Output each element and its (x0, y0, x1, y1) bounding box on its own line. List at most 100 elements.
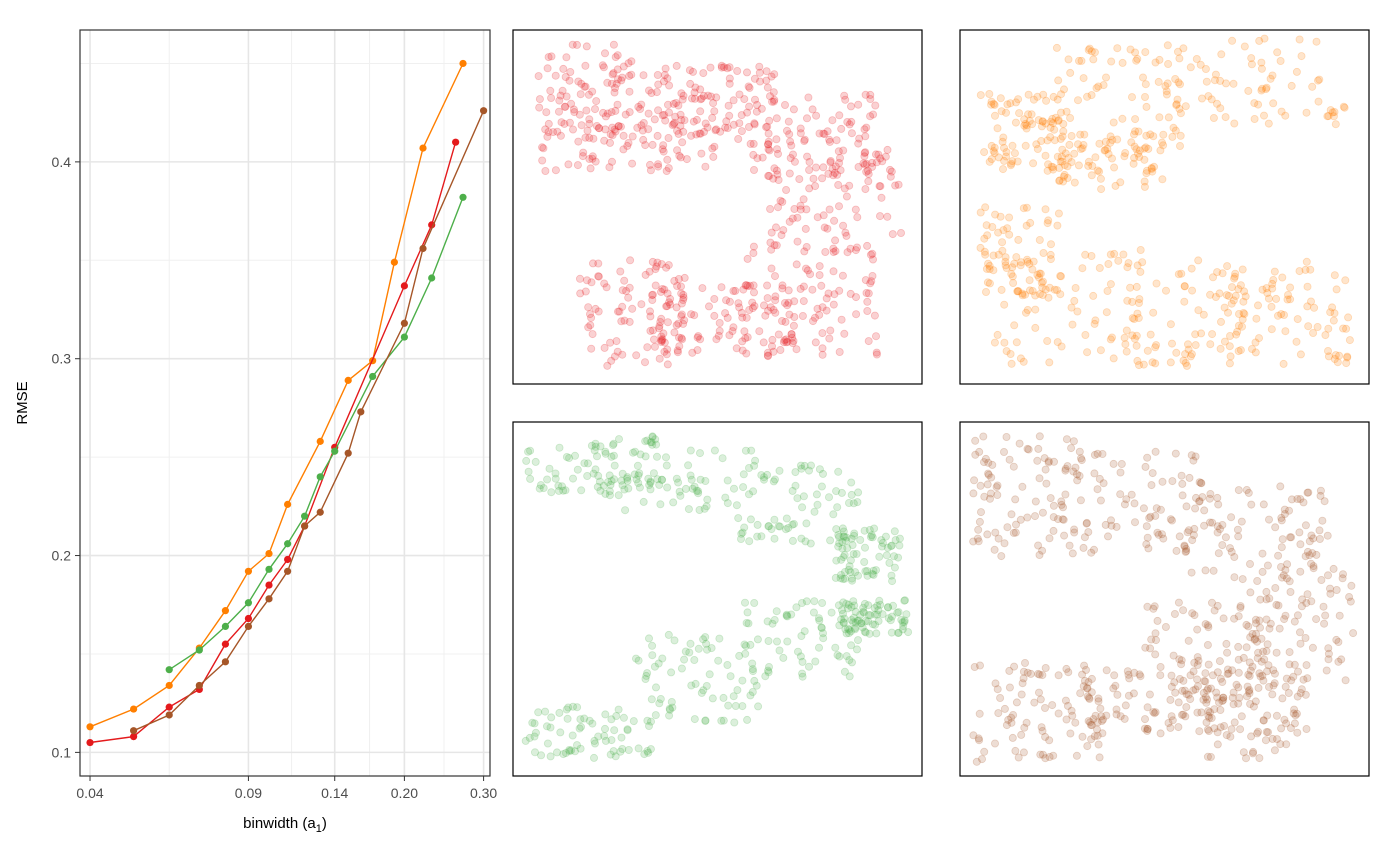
scatter-point (1070, 525, 1079, 534)
scatter-point (1117, 459, 1126, 468)
scatter-point (798, 672, 807, 681)
scatter-point (610, 352, 619, 361)
scatter-point (1099, 479, 1108, 488)
scatter-point (1041, 205, 1050, 214)
scatter-point (1050, 125, 1059, 134)
scatter-point (1151, 359, 1160, 368)
scatter-point (1106, 138, 1115, 147)
scatter-point (748, 688, 757, 697)
scatter-point (1114, 256, 1123, 265)
scatter-point (685, 648, 694, 657)
scatter-point (1228, 666, 1237, 675)
scatter-point (994, 228, 1003, 237)
scatter-point (1007, 359, 1016, 368)
scatter-point (717, 283, 726, 292)
scatter-point (1230, 119, 1239, 128)
scatter-point (1234, 612, 1243, 621)
scatter-point (588, 87, 597, 96)
scatter-point (1108, 154, 1117, 163)
scatter-point (1043, 166, 1052, 175)
scatter-point (1303, 674, 1312, 683)
scatter-point (696, 95, 705, 104)
scatter-point (1271, 584, 1280, 593)
scatter-point (1194, 656, 1203, 665)
scatter-point (1093, 485, 1102, 494)
scatter-point (749, 281, 758, 290)
scatter-point (1081, 330, 1090, 339)
scatter-point (1190, 611, 1199, 620)
scatter-point (986, 489, 995, 498)
scatter-point (836, 574, 845, 583)
scatter-point (1292, 337, 1301, 346)
scatter-point (871, 620, 880, 629)
scatter-point (750, 165, 759, 174)
scatter-point (817, 482, 826, 491)
scatter-point (1084, 157, 1093, 166)
scatter-point (1199, 695, 1208, 704)
scatter-point (605, 471, 614, 480)
scatter-point (569, 125, 578, 134)
scatter-point (555, 107, 564, 116)
scatter-point (618, 745, 627, 754)
scatter-point (990, 100, 999, 109)
scatter-point (1147, 163, 1156, 172)
scatter-point (1002, 148, 1011, 157)
scatter-point (1140, 155, 1149, 164)
scatter-point (648, 257, 657, 266)
scatter-point (1070, 296, 1079, 305)
scatter-point (1202, 718, 1211, 727)
scatter-point (1078, 144, 1087, 153)
scatter-point (1102, 711, 1111, 720)
scatter-point (1232, 330, 1241, 339)
scatter-point (839, 527, 848, 536)
scatter-point (623, 141, 632, 150)
scatter-point (607, 356, 616, 365)
scatter-point (679, 293, 688, 302)
scatter-point (584, 303, 593, 312)
scatter-point (1316, 486, 1325, 495)
scatter-point (591, 439, 600, 448)
scatter-point (1281, 111, 1290, 120)
scatter-point (1043, 336, 1052, 345)
scatter-point (867, 277, 876, 286)
scatter-point (772, 607, 781, 616)
scatter-point (1022, 718, 1031, 727)
scatter-point (1253, 654, 1262, 663)
scatter-point (607, 476, 616, 485)
scatter-point (1151, 58, 1160, 67)
scatter-point (1267, 302, 1276, 311)
scatter-point (636, 105, 645, 114)
scatter-point (703, 495, 712, 504)
scatter-point (723, 476, 732, 485)
scatter-point (824, 169, 833, 178)
scatter-point (1175, 532, 1184, 541)
scatter-point (1089, 291, 1098, 300)
scatter-point (1179, 44, 1188, 53)
scatter-point (1116, 178, 1125, 187)
scatter-point (1265, 594, 1274, 603)
scatter-point (627, 57, 636, 66)
scatter-point (1181, 102, 1190, 111)
scatter-point (1120, 152, 1129, 161)
scatter-point (659, 77, 668, 86)
scatter-point (864, 170, 873, 179)
scatter-point (1180, 282, 1189, 291)
scatter-point (531, 457, 540, 466)
scatter-point (1324, 324, 1333, 333)
scatter-point (1239, 297, 1248, 306)
scatter-point (797, 464, 806, 473)
scatter-point (613, 51, 622, 60)
scatter-point (798, 657, 807, 666)
scatter-point (553, 127, 562, 136)
scatter-point (1187, 350, 1196, 359)
scatter-point (812, 490, 821, 499)
scatter-point (842, 652, 851, 661)
scatter-point (1210, 606, 1219, 615)
scatter-point (591, 465, 600, 474)
scatter-point (534, 72, 543, 81)
scatter-point (573, 161, 582, 170)
scatter-point (1289, 672, 1298, 681)
scatter-point (1332, 285, 1341, 294)
scatter-point (768, 97, 777, 106)
scatter-point (1132, 145, 1141, 154)
